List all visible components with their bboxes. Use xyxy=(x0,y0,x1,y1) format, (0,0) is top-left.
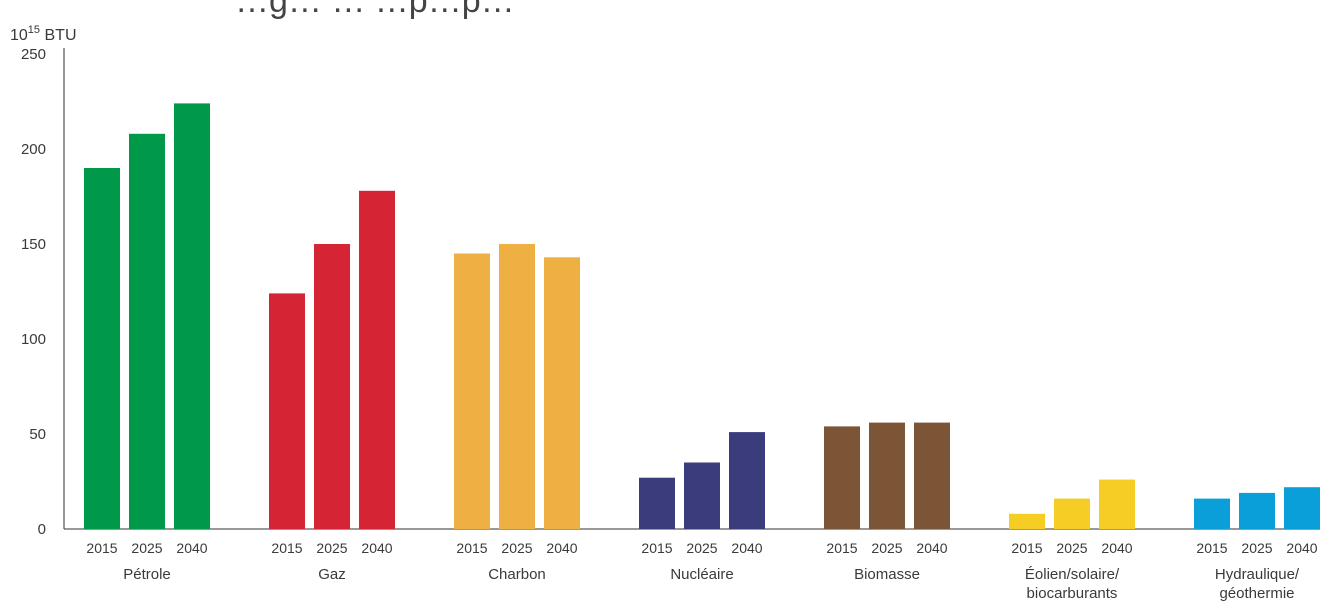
y-axis-ticks: 0 50 100 150 200 250 xyxy=(21,46,46,538)
bar xyxy=(454,253,490,529)
x-tick-year-label: 2025 xyxy=(871,540,902,556)
bar xyxy=(129,133,165,530)
bar xyxy=(269,293,305,529)
x-tick-year-label: 2025 xyxy=(1056,540,1087,556)
x-tick-year-label: 2015 xyxy=(1196,540,1227,556)
x-tick-year-label: 2040 xyxy=(1101,540,1132,556)
x-tick-year-label: 2015 xyxy=(456,540,487,556)
x-axis-labels: 2015 2025 2040 Pétrole 2015 2025 2040 Gaz 2015 20… xyxy=(86,540,1317,602)
x-tick-year-label: 2025 xyxy=(131,540,162,556)
bar xyxy=(824,426,860,529)
category-label: Biomasse xyxy=(854,566,920,583)
bar xyxy=(684,462,720,529)
category-label: Éolien/solaire/ xyxy=(1025,566,1120,583)
category-label: Gaz xyxy=(318,566,346,583)
y-tick-label: 200 xyxy=(21,141,46,158)
category-label: géothermie xyxy=(1219,585,1294,602)
chart-title: …g… … …p…p… xyxy=(235,0,515,20)
y-tick-label: 50 xyxy=(29,426,46,443)
unit-base: 10 xyxy=(10,27,28,44)
x-tick-year-label: 2040 xyxy=(176,540,207,556)
unit-suffix: BTU xyxy=(40,27,76,44)
y-tick-label: 250 xyxy=(21,46,46,63)
y-axis-unit-label: 1015 BTU xyxy=(10,24,77,44)
x-tick-year-label: 2015 xyxy=(86,540,117,556)
x-tick-year-label: 2025 xyxy=(686,540,717,556)
bar xyxy=(314,244,350,529)
bar xyxy=(84,168,120,529)
bar xyxy=(174,103,210,530)
x-tick-year-label: 2025 xyxy=(1241,540,1272,556)
bar xyxy=(639,477,675,529)
category-label: Hydraulique/ xyxy=(1215,566,1300,583)
category-label: biocarburants xyxy=(1027,585,1118,602)
bar xyxy=(1239,492,1275,529)
y-tick-label: 150 xyxy=(21,236,46,253)
x-tick-year-label: 2015 xyxy=(641,540,672,556)
bar xyxy=(499,244,535,529)
bar xyxy=(1194,498,1230,529)
x-tick-year-label: 2025 xyxy=(501,540,532,556)
x-tick-year-label: 2040 xyxy=(1286,540,1317,556)
x-tick-year-label: 2040 xyxy=(546,540,577,556)
bar xyxy=(729,432,765,529)
category-label: Nucléaire xyxy=(670,566,733,583)
bar xyxy=(359,190,395,530)
x-tick-year-label: 2015 xyxy=(826,540,857,556)
unit-exponent: 15 xyxy=(28,24,40,36)
category-label: Pétrole xyxy=(123,566,171,583)
bar xyxy=(869,422,905,529)
x-tick-year-label: 2015 xyxy=(271,540,302,556)
bars-group xyxy=(84,103,1320,530)
bar xyxy=(914,422,950,529)
x-tick-year-label: 2025 xyxy=(316,540,347,556)
x-tick-year-label: 2040 xyxy=(731,540,762,556)
y-tick-label: 100 xyxy=(21,331,46,348)
x-tick-year-label: 2040 xyxy=(361,540,392,556)
bar xyxy=(544,257,580,529)
x-tick-year-label: 2040 xyxy=(916,540,947,556)
bar xyxy=(1099,479,1135,529)
bar xyxy=(1284,487,1320,529)
bar xyxy=(1009,513,1045,529)
category-label: Charbon xyxy=(488,566,546,583)
bar xyxy=(1054,498,1090,529)
y-tick-label: 0 xyxy=(38,521,46,538)
x-tick-year-label: 2015 xyxy=(1011,540,1042,556)
